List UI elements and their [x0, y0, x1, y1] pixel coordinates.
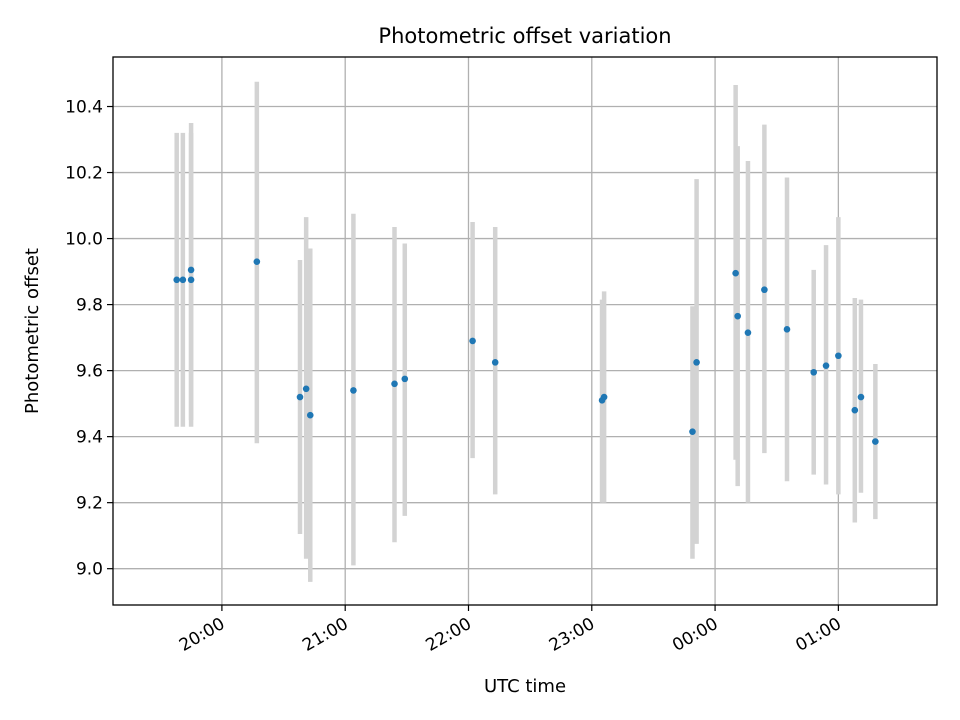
data-point	[822, 362, 830, 369]
chart-title: Photometric offset variation	[378, 24, 671, 48]
y-tick-label: 10.4	[65, 98, 103, 118]
data-point	[187, 276, 195, 284]
data-point	[835, 352, 842, 360]
data-point	[350, 387, 357, 394]
y-axis-label: Photometric offset	[22, 248, 43, 414]
data-point	[693, 359, 700, 366]
data-point	[187, 266, 195, 274]
x-axis-label: UTC time	[484, 676, 566, 697]
data-point	[302, 385, 310, 393]
data-point	[173, 276, 181, 284]
data-point	[761, 286, 768, 294]
data-point	[179, 276, 187, 284]
data-point	[872, 438, 879, 445]
data-point	[744, 329, 752, 336]
data-point	[391, 380, 398, 388]
data-point	[469, 337, 476, 345]
data-point	[857, 393, 865, 401]
y-tick-label: 9.0	[76, 560, 103, 580]
data-point	[810, 368, 818, 376]
data-point	[734, 312, 741, 320]
plot-frame	[112, 56, 938, 606]
data-point	[689, 428, 696, 435]
data-point	[783, 326, 791, 333]
y-tick-label: 10.0	[65, 230, 103, 250]
data-point	[296, 393, 304, 401]
y-tick-label: 9.4	[76, 428, 103, 448]
data-point	[851, 406, 859, 414]
y-tick-label: 9.2	[76, 494, 103, 514]
data-point	[401, 375, 409, 383]
y-tick-label: 10.2	[65, 164, 103, 184]
data-point	[600, 393, 608, 401]
y-tick-label: 9.8	[76, 296, 103, 316]
y-tick-label: 9.6	[76, 362, 103, 382]
data-point	[732, 269, 739, 277]
data-points	[173, 258, 879, 445]
data-point	[306, 411, 314, 419]
data-point	[491, 359, 499, 366]
data-point	[253, 258, 261, 265]
